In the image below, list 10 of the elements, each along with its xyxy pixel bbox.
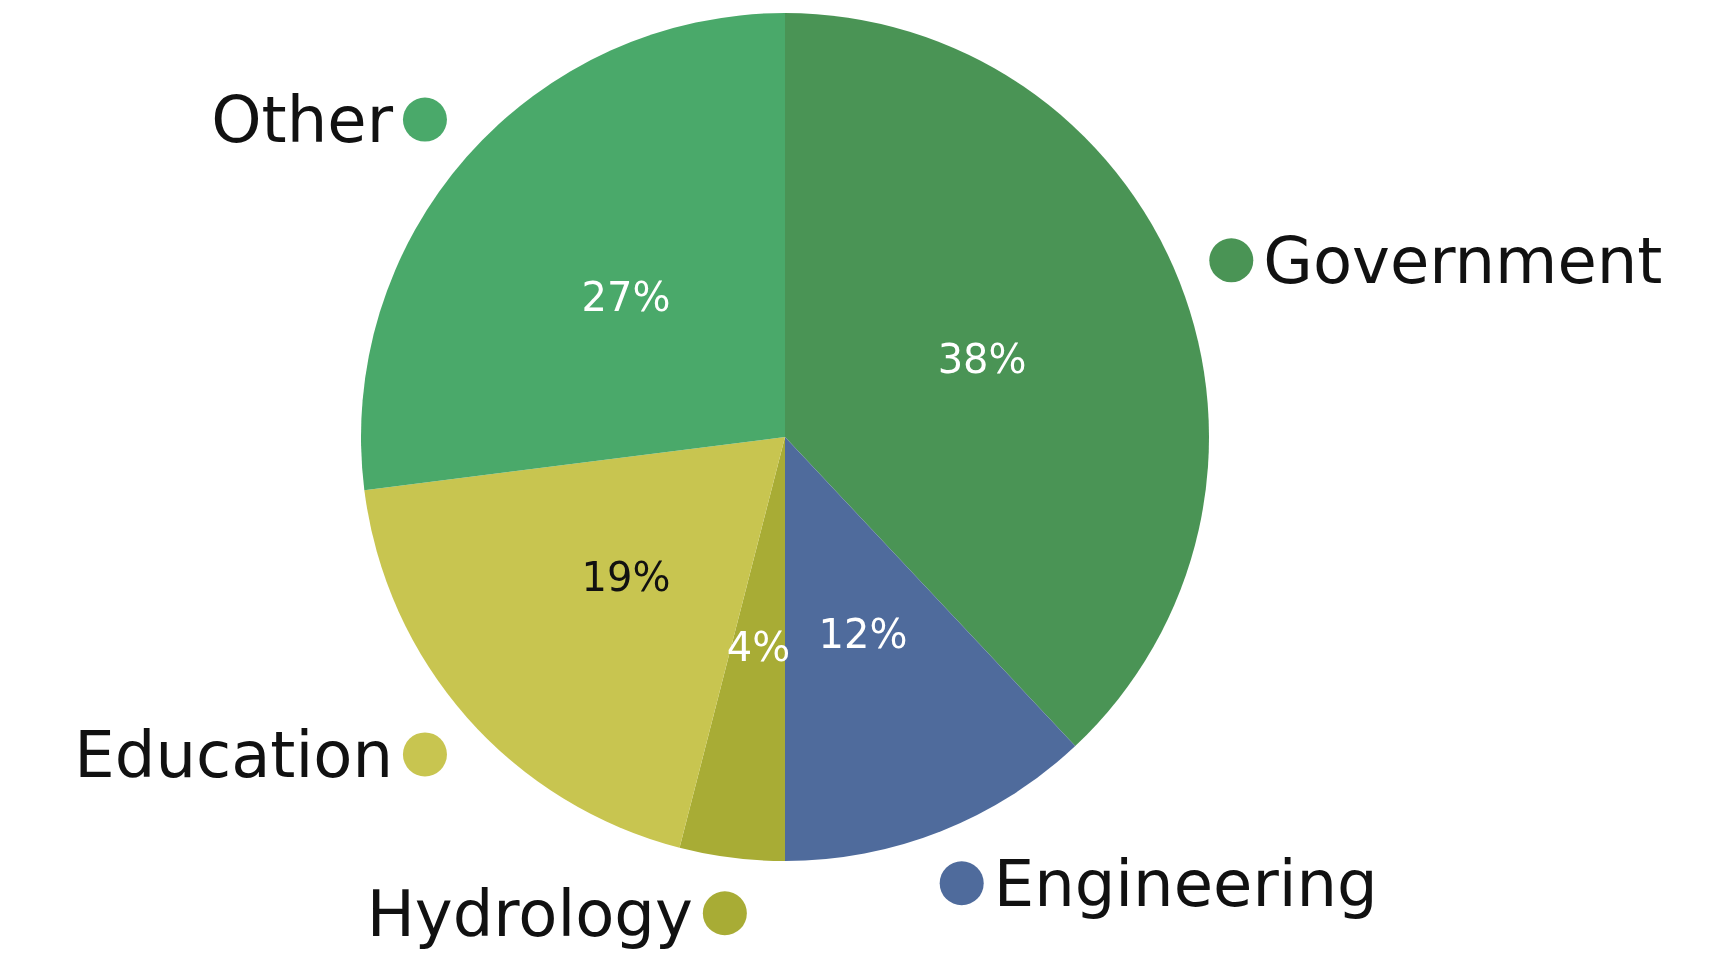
slice-label: Engineering (993, 846, 1378, 921)
legend-label: Hydrology (366, 876, 693, 951)
data-label: 4% (726, 624, 791, 671)
slice-label: Government (1263, 223, 1663, 298)
data-label: 38% (937, 335, 1027, 382)
legend-label: Other (211, 82, 394, 157)
data-label: 12% (818, 611, 908, 658)
data-label: 27% (581, 273, 671, 320)
legend-label: Education (74, 717, 393, 792)
data-label: 19% (581, 554, 671, 601)
